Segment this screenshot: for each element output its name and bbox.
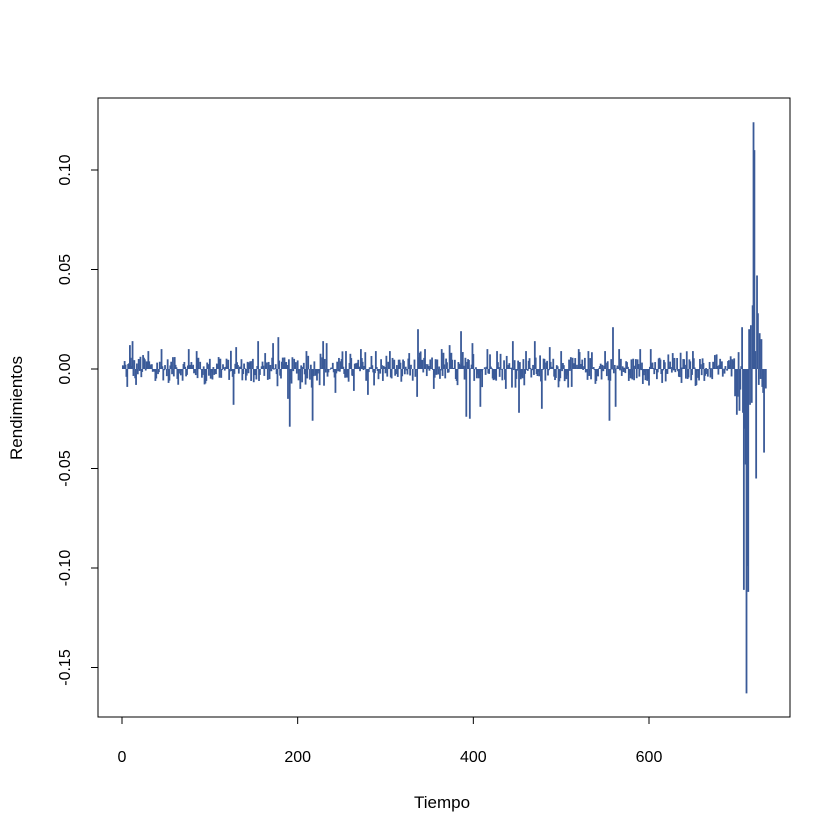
x-axis-title: Tiempo — [414, 793, 470, 812]
y-tick-label: 0.05 — [57, 254, 74, 285]
x-tick-label: 0 — [118, 749, 127, 766]
y-tick-label: -0.10 — [57, 550, 74, 587]
x-axis: 0 200 400 600 — [118, 716, 663, 766]
series-group — [121, 122, 767, 694]
x-tick-label: 400 — [460, 749, 487, 766]
x-tick-label: 200 — [284, 749, 311, 766]
y-axis: -0.15 -0.10 -0.05 0.00 0.05 0.10 — [57, 154, 99, 686]
x-tick-label: 600 — [636, 749, 663, 766]
plot-frame — [97, 97, 791, 718]
y-tick-label: 0.00 — [57, 353, 74, 384]
y-tick-label: -0.05 — [57, 450, 74, 487]
y-axis-title: Rendimientos — [7, 356, 26, 460]
y-tick-label: -0.15 — [57, 649, 74, 686]
y-tick-label: 0.10 — [57, 154, 74, 185]
